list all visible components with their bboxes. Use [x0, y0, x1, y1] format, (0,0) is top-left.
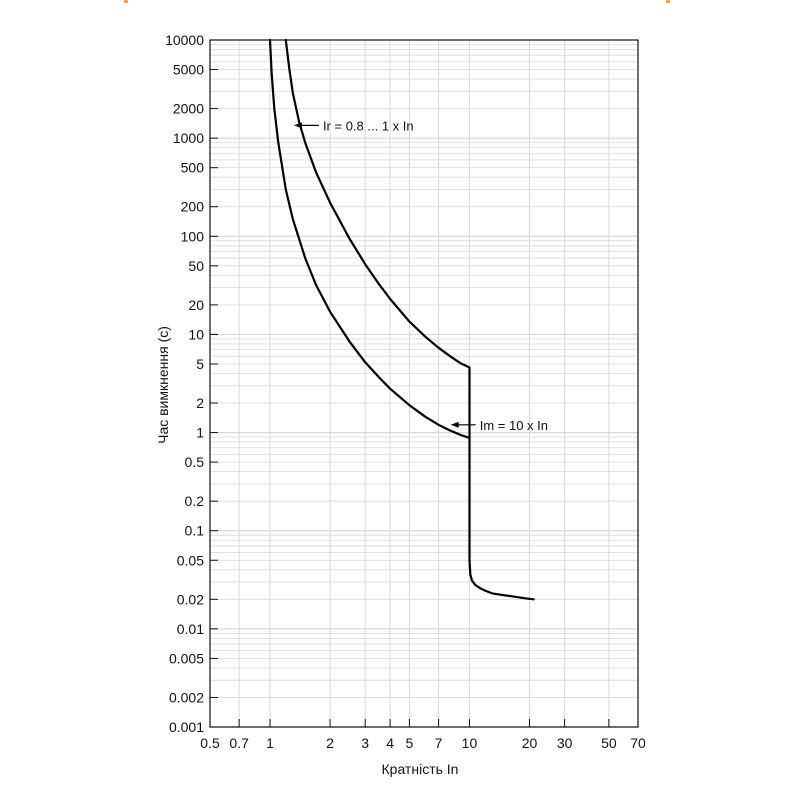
annotation-arrow-head — [293, 122, 302, 129]
y-tick-label: 0.01 — [177, 621, 204, 637]
plot-border — [209, 39, 639, 728]
x-axis-ticks: 0.5 0.7 1 2 3 4 5 7 10 20 30 50 70 — [200, 719, 646, 751]
plot-frame — [209, 39, 639, 728]
corner-accent-right — [666, 0, 670, 3]
y-tick-label: 0.002 — [169, 689, 204, 705]
y-tick-label: 1000 — [173, 130, 204, 146]
y-tick-label: 5000 — [173, 62, 204, 78]
y-tick-label: 100 — [181, 228, 205, 244]
y-tick-label: 200 — [181, 199, 205, 215]
y-tick-label: 0.2 — [185, 493, 205, 509]
trip-curve-2 — [284, 38, 471, 369]
y-tick-label: 0.1 — [185, 523, 205, 539]
x-tick-label: 5 — [406, 735, 414, 751]
corner-accent-left — [124, 0, 128, 3]
y-tick-label: 0.02 — [177, 591, 204, 607]
x-tick-label: 2 — [326, 735, 334, 751]
x-tick-label: 10 — [462, 735, 478, 751]
y-tick-label: 10 — [188, 326, 204, 342]
y-tick-label: 10000 — [165, 32, 204, 48]
annotation-2: Im = 10 x In — [450, 418, 548, 433]
y-tick-label: 500 — [181, 160, 205, 176]
y-tick-label: 0.05 — [177, 552, 204, 568]
x-tick-label: 4 — [386, 735, 394, 751]
x-tick-label: 3 — [361, 735, 369, 751]
x-tick-label: 70 — [630, 735, 646, 751]
y-tick-label: 20 — [188, 297, 204, 313]
annotation-label: Im = 10 x In — [480, 418, 548, 433]
y-tick-label: 0.5 — [185, 454, 205, 470]
y-axis-title: Час вимкнення (с) — [155, 326, 171, 444]
curves — [268, 38, 535, 601]
y-tick-label: 2000 — [173, 101, 204, 117]
y-axis-ticks: 10000 5000 2000 1000 500 200 100 50 20 10 5 2 1 0.5 0.… — [165, 32, 218, 735]
x-tick-label: 30 — [557, 735, 573, 751]
grid — [209, 40, 639, 728]
annotation-arrow-head — [450, 421, 459, 428]
y-tick-label: 2 — [196, 395, 204, 411]
x-axis-title: Кратність In — [382, 761, 459, 777]
y-tick-label: 0.005 — [169, 650, 204, 666]
x-tick-label: 0.7 — [229, 735, 249, 751]
annotation-label: Ir = 0.8 ... 1 x In — [323, 118, 414, 133]
trip-curve-1 — [268, 38, 471, 440]
y-tick-label: 1 — [196, 425, 204, 441]
y-tick-label: 5 — [196, 356, 204, 372]
x-tick-label: 20 — [522, 735, 538, 751]
y-tick-label: 0.001 — [169, 719, 204, 735]
annotation-1: Ir = 0.8 ... 1 x In — [293, 118, 414, 133]
x-tick-label: 1 — [266, 735, 274, 751]
y-tick-label: 50 — [188, 258, 204, 274]
annotations: Ir = 0.8 ... 1 x In Im = 10 x In — [293, 118, 548, 433]
x-tick-label: 0.5 — [200, 735, 220, 751]
x-tick-label: 7 — [435, 735, 443, 751]
trip-curve-3 — [468, 366, 535, 601]
x-tick-label: 50 — [601, 735, 617, 751]
